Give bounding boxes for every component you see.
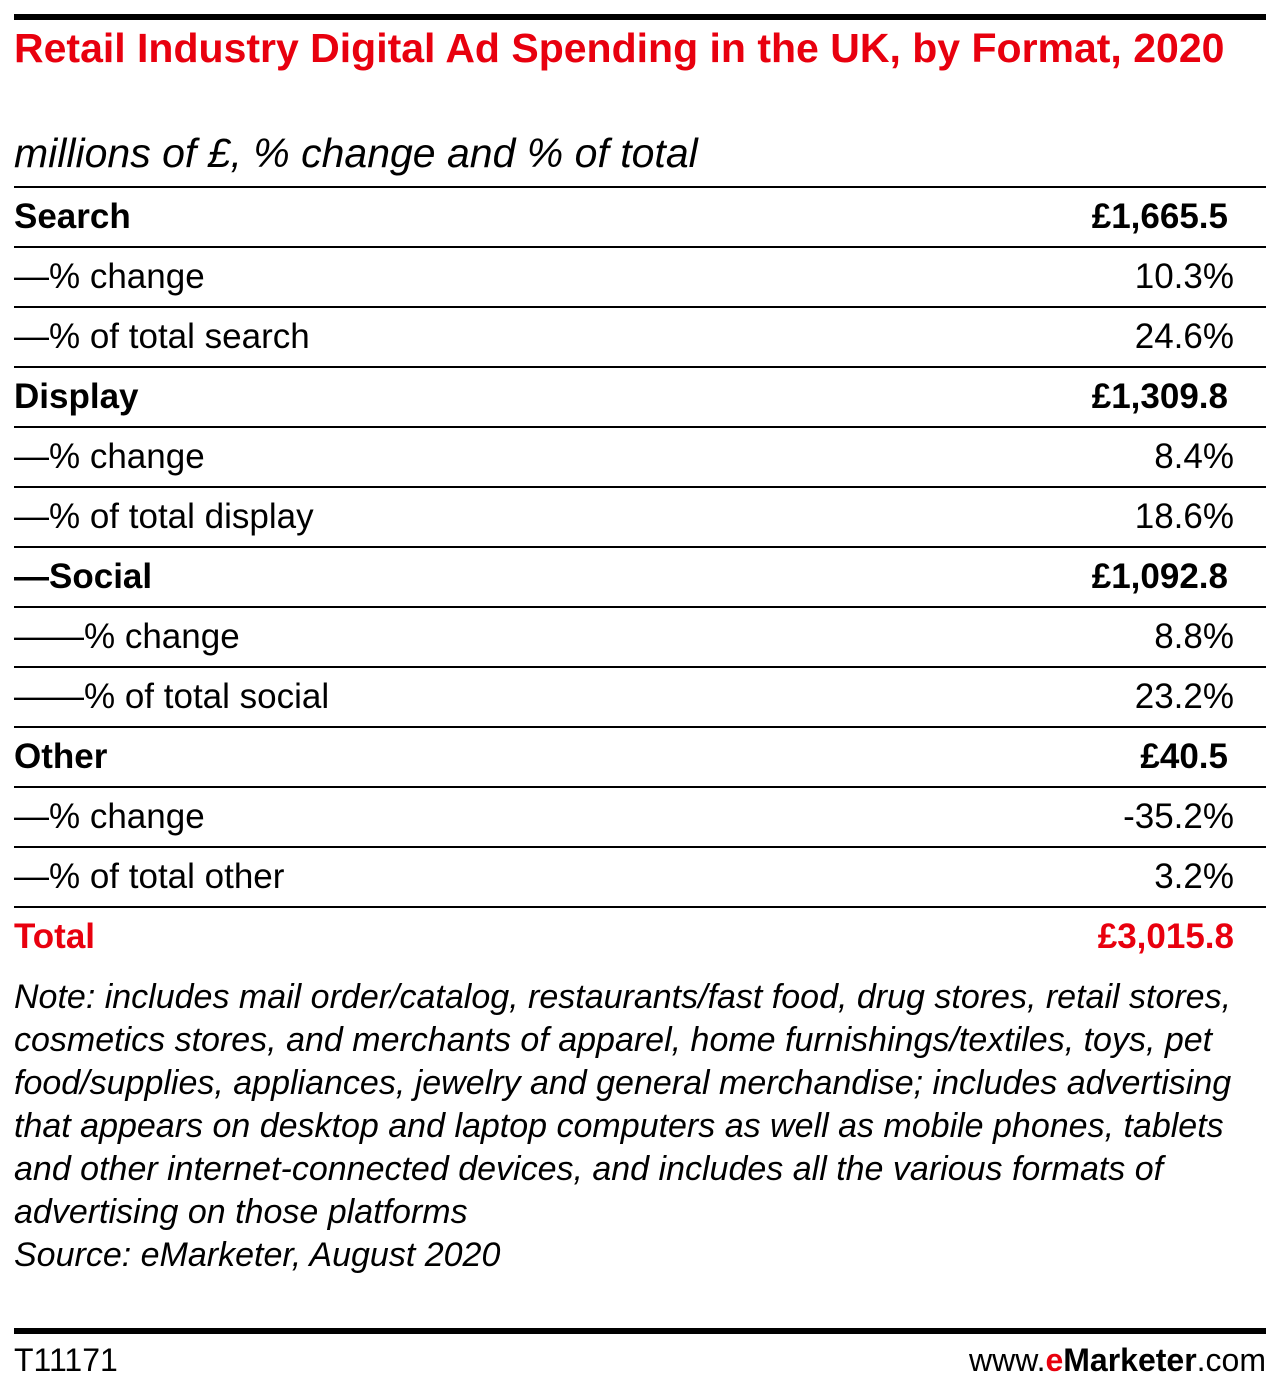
row-value: £40.5 [1140,737,1228,776]
row-value: £1,665.5 [1091,197,1228,236]
brand-logo: www.eMarketer.com [969,1340,1266,1380]
table-row: ——% change 8.8% [14,606,1266,666]
row-label: Other [14,737,108,776]
row-value: £3,015.8 [1097,917,1234,956]
row-value: £1,309.8 [1091,377,1228,416]
brand-prefix: www. [969,1342,1046,1378]
group-row: Search £1,665.5 [14,186,1266,246]
row-label: ——% change [14,617,240,656]
row-label: —Social [14,557,153,596]
row-value: 8.4% [1154,437,1234,476]
chart-title: Retail Industry Digital Ad Spending in t… [14,25,1225,71]
total-row: Total £3,015.8 [14,906,1266,966]
row-label: —% change [14,257,205,296]
table-row: —% change 8.4% [14,426,1266,486]
brand-e: e [1045,1342,1064,1378]
row-label: Total [14,917,96,956]
source-text: Source: eMarketer, August 2020 [14,1236,501,1274]
row-value: 18.6% [1134,497,1234,536]
row-value: 24.6% [1134,317,1234,356]
row-value: -35.2% [1123,797,1234,836]
table-row: —% of total display 18.6% [14,486,1266,546]
group-row: —Social £1,092.8 [14,546,1266,606]
data-table: Search £1,665.5 —% change 10.3% —% of total … [14,186,1266,966]
row-value: 8.8% [1154,617,1234,656]
group-row: Display £1,309.8 [14,366,1266,426]
row-value: 10.3% [1134,257,1234,296]
row-label: Display [14,377,139,416]
note-text: Note: includes mail order/catalog, resta… [14,978,1232,1231]
row-label: Search [14,197,131,236]
row-label: —% of total other [14,857,285,896]
brand-suffix: .com [1196,1342,1266,1378]
chart-subtitle: millions of £, % change and % of total [14,130,698,176]
row-label: —% change [14,797,205,836]
group-row: Other £40.5 [14,726,1266,786]
top-rule [14,14,1266,20]
row-label: —% of total display [14,497,314,536]
row-value: £1,092.8 [1091,557,1228,596]
row-label: ——% of total social [14,677,330,716]
bottom-rule [14,1328,1266,1334]
table-row: —% change -35.2% [14,786,1266,846]
row-label: —% change [14,437,205,476]
table-id: T11171 [14,1342,118,1378]
table-row: —% of total search 24.6% [14,306,1266,366]
row-value: 23.2% [1134,677,1234,716]
table-row: —% of total other 3.2% [14,846,1266,906]
table-row: —% change 10.3% [14,246,1266,306]
brand-name: Marketer [1063,1342,1197,1378]
row-value: 3.2% [1154,857,1234,896]
table-row: ——% of total social 23.2% [14,666,1266,726]
row-label: —% of total search [14,317,310,356]
note-block: Note: includes mail order/catalog, resta… [14,976,1264,1277]
